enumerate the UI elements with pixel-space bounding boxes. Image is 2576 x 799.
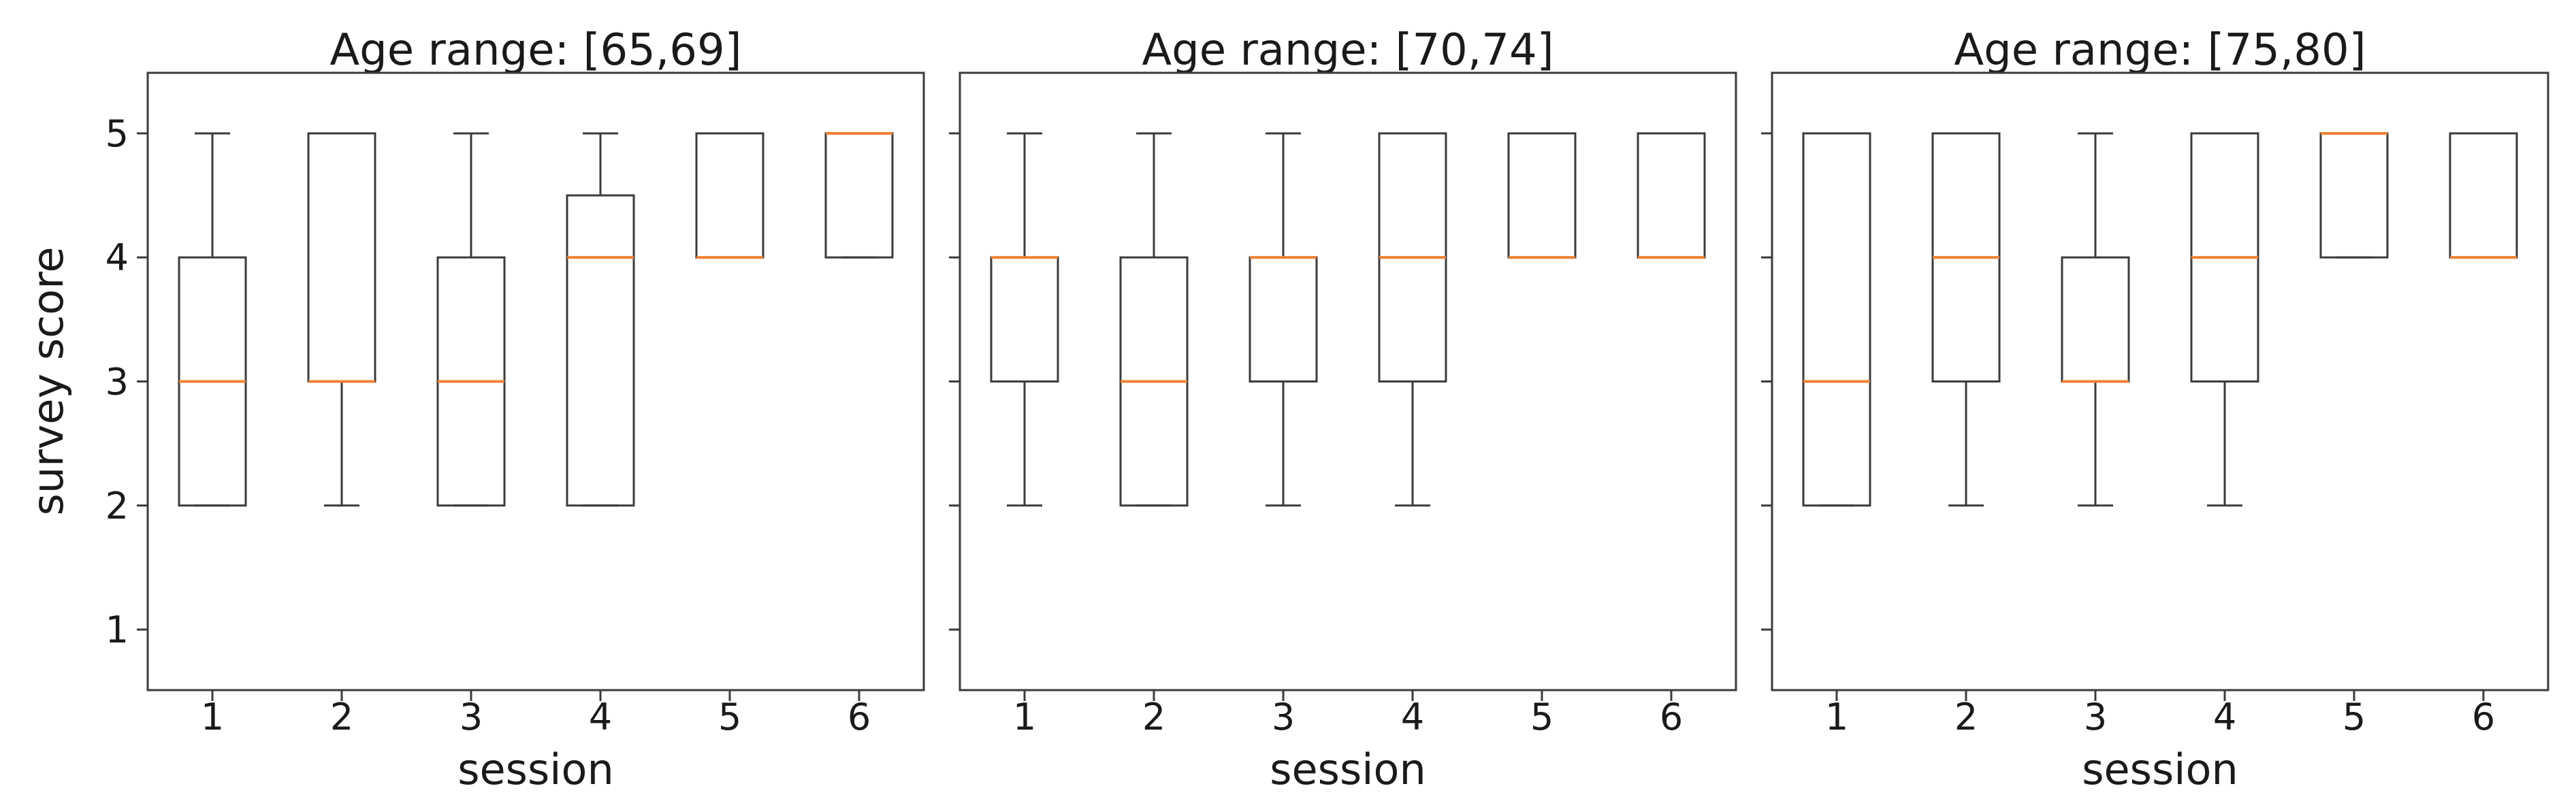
box-rect-p2-s5 xyxy=(1507,132,1577,259)
x-tick-label-p2-s6: 6 xyxy=(1660,696,1683,738)
axes-spine-p2 xyxy=(959,71,1737,691)
x-tick-label-p1-s3: 3 xyxy=(460,696,483,738)
axes-spine-p1 xyxy=(146,71,925,691)
y-axis-label: survey score xyxy=(23,247,73,516)
x-tick-label-p1-s1: 1 xyxy=(201,696,224,738)
box-rect-p1-s6 xyxy=(824,132,894,259)
subplot3-title: Age range: [75,80] xyxy=(1954,25,2366,76)
x-tick-label-p3-s6: 6 xyxy=(2472,696,2495,738)
x-tick-label-p1-s6: 6 xyxy=(848,696,871,738)
box-rect-p3-s3 xyxy=(2061,256,2130,382)
box-rect-p2-s6 xyxy=(1637,132,1706,259)
x-tick-label-p2-s3: 3 xyxy=(1272,696,1295,738)
x-tick-label-p2-s5: 5 xyxy=(1530,696,1553,738)
subplot1-title: Age range: [65,69] xyxy=(329,25,741,76)
box-rect-p3-s5 xyxy=(2319,132,2389,259)
y-tick-label-4: 4 xyxy=(106,236,129,279)
y-tick-label-5: 5 xyxy=(106,112,129,155)
box-rect-p3-s6 xyxy=(2449,132,2518,259)
box-rect-p2-s1 xyxy=(990,256,1059,382)
x-tick-label-p2-s1: 1 xyxy=(1013,696,1036,738)
y-tick-label-3: 3 xyxy=(106,361,129,404)
y-tick-label-1: 1 xyxy=(106,608,129,651)
y-tick-label-2: 2 xyxy=(106,485,129,527)
axes-spine-p3 xyxy=(1771,71,2549,691)
box-rect-p3-s1 xyxy=(1802,132,1871,507)
x-tick-label-p1-s2: 2 xyxy=(330,696,353,738)
x-axis-label-subplot3: session xyxy=(2082,745,2238,794)
x-axis-label-subplot2: session xyxy=(1270,745,1426,794)
box-rect-p1-s2 xyxy=(307,132,376,382)
x-tick-label-p3-s3: 3 xyxy=(2084,696,2107,738)
box-rect-p1-s4 xyxy=(566,194,635,507)
x-tick-label-p2-s2: 2 xyxy=(1142,696,1165,738)
x-tick-label-p3-s1: 1 xyxy=(1825,696,1848,738)
x-tick-label-p3-s5: 5 xyxy=(2342,696,2366,738)
subplot2-title: Age range: [70,74] xyxy=(1142,25,1553,76)
x-tick-label-p3-s4: 4 xyxy=(2213,696,2236,738)
x-tick-label-p1-s4: 4 xyxy=(589,696,612,738)
box-rect-p1-s5 xyxy=(695,132,764,259)
box-rect-p2-s3 xyxy=(1249,256,1318,382)
x-tick-label-p2-s4: 4 xyxy=(1401,696,1424,738)
x-tick-label-p3-s2: 2 xyxy=(1954,696,1978,738)
x-tick-label-p1-s5: 5 xyxy=(718,696,741,738)
x-axis-label-subplot1: session xyxy=(457,745,614,794)
